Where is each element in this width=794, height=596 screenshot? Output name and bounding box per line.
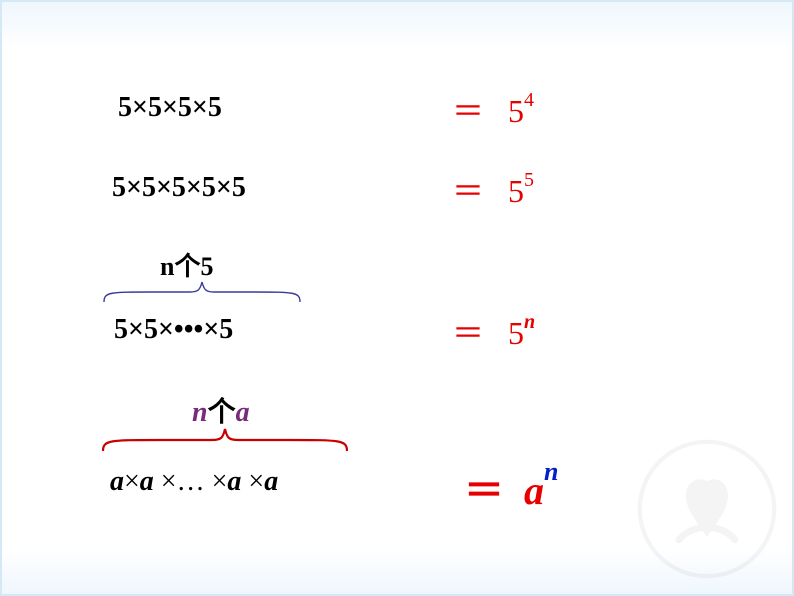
eq-4: ＝ (464, 468, 504, 513)
result-1: ＝ 54 (452, 86, 534, 132)
exp-4: n (544, 457, 558, 486)
brace1-suffix: 5 (200, 252, 213, 281)
brace1-n: n (160, 252, 174, 281)
expr4-x3: × (241, 466, 264, 497)
exp-2: 5 (524, 169, 534, 191)
expr-1: 5×5×5×5 (118, 92, 222, 124)
expr4-a3: a (227, 466, 241, 497)
expr-2: 5×5×5×5×5 (112, 172, 246, 204)
eq-2: ＝ (452, 173, 484, 209)
expr4-a4: a (264, 466, 278, 497)
exp-1: 4 (524, 89, 534, 111)
expr4-dots: ×… × (154, 466, 228, 497)
expr4-x1: × (124, 466, 140, 497)
eq-1: ＝ (452, 93, 484, 129)
expr-3: 5×5×•••×5 (114, 314, 233, 346)
brace1-char: 个 (174, 252, 200, 281)
expr4-a1: a (110, 466, 124, 497)
expr4-a2: a (140, 466, 154, 497)
brace2-svg (100, 424, 350, 454)
watermark-icon (637, 439, 777, 579)
exp-3: n (524, 311, 535, 333)
base-2: 5 (508, 173, 524, 209)
base-3: 5 (508, 315, 524, 351)
result-3: ＝ 5n (452, 308, 535, 354)
eq-3: ＝ (452, 315, 484, 351)
result-2: ＝ 55 (452, 166, 534, 212)
base-1: 5 (508, 93, 524, 129)
base-4: a (524, 468, 544, 513)
brace1-svg (102, 278, 302, 304)
result-4: ＝ an (464, 458, 558, 516)
expr-4: a×a ×… ×a ×a (110, 466, 278, 498)
